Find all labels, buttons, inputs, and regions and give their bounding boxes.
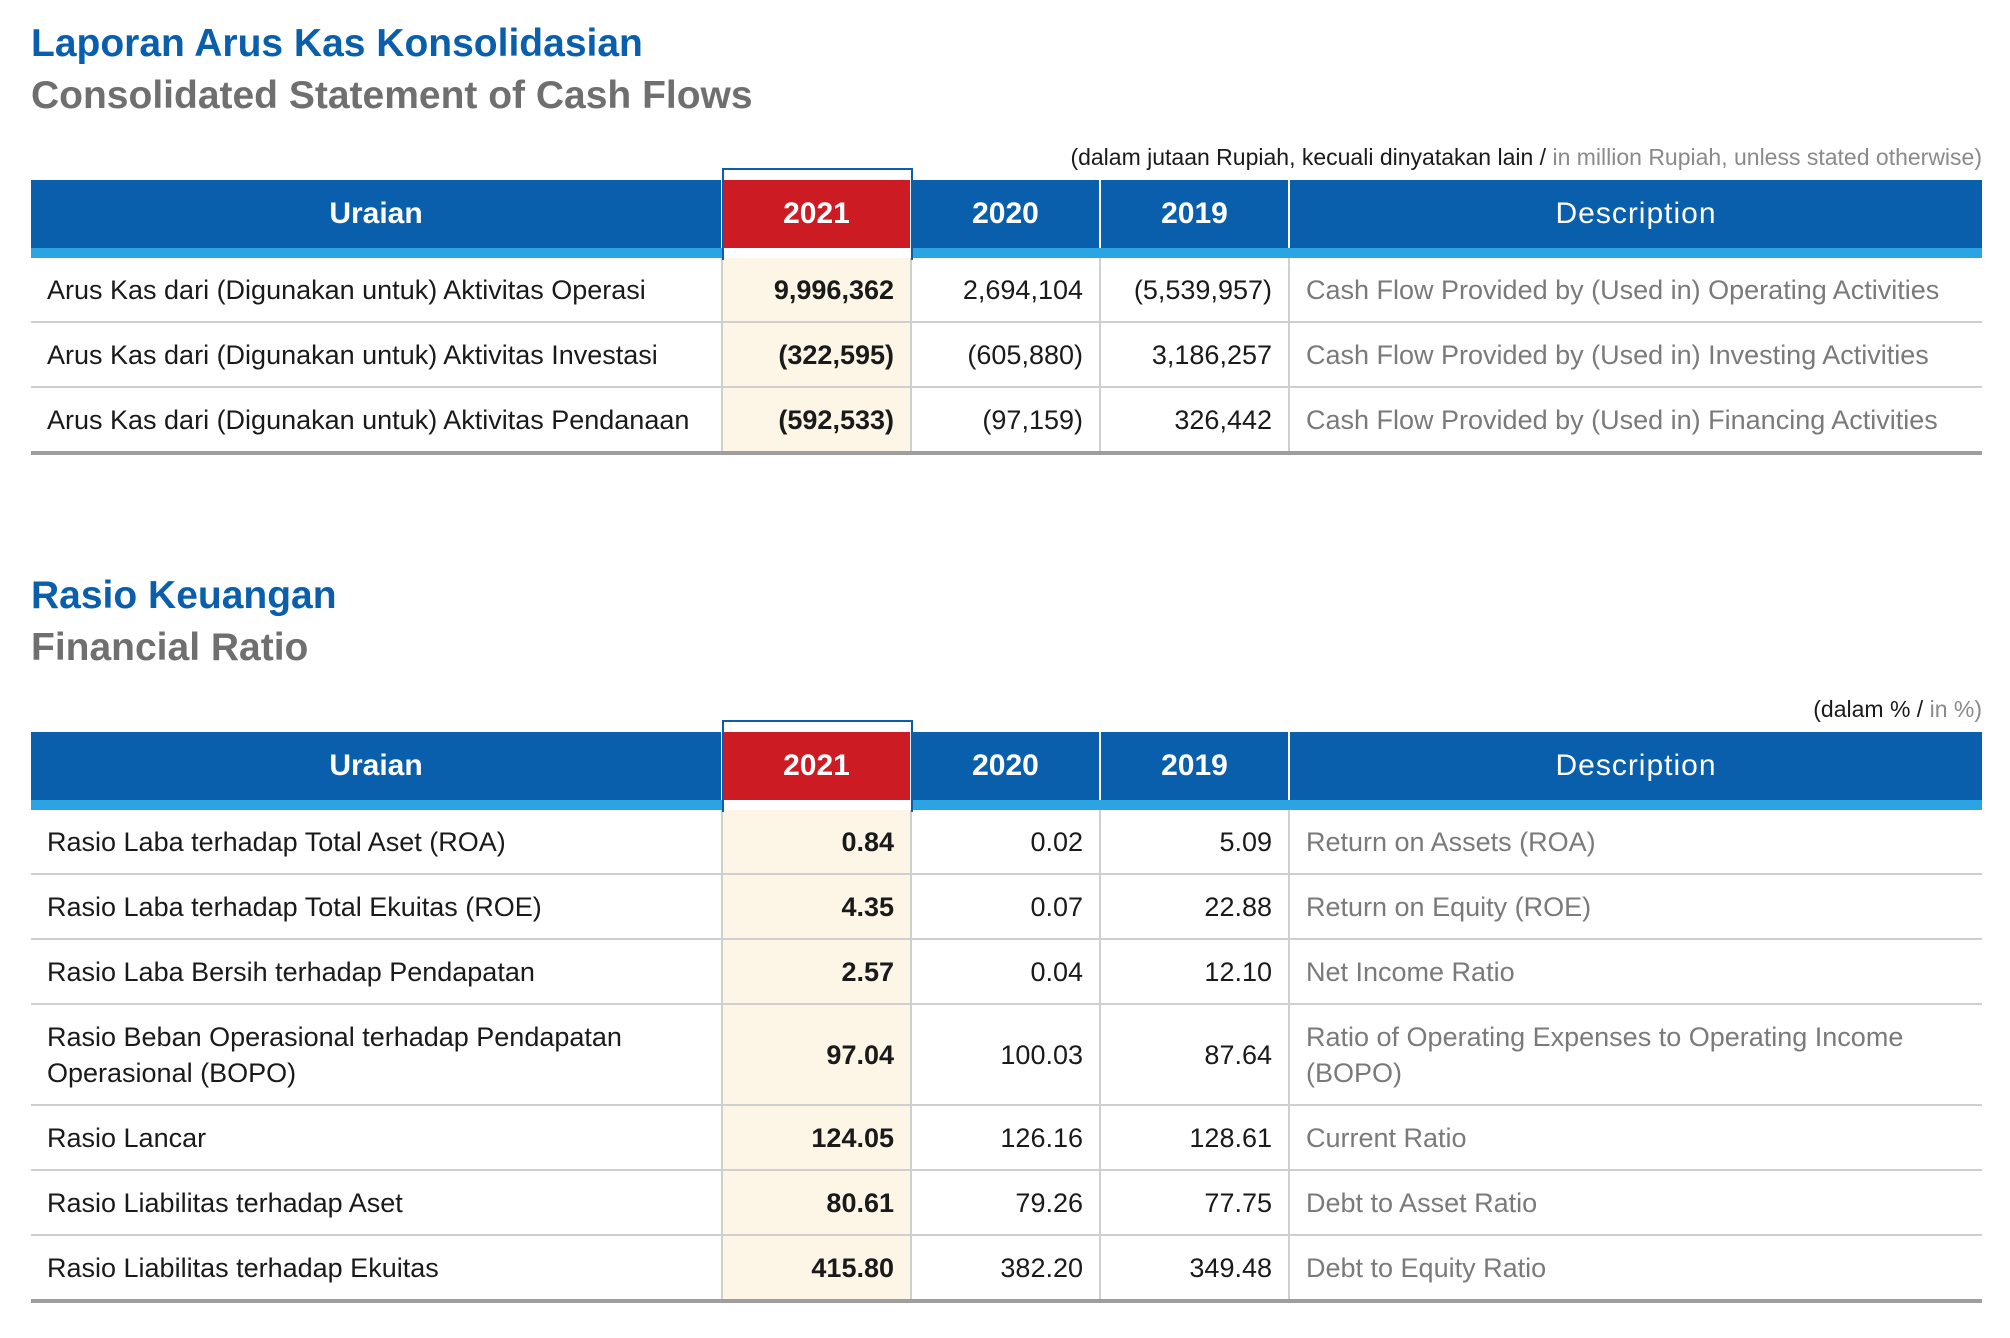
cell-uraian: Rasio Liabilitas terhadap Aset xyxy=(31,1170,722,1236)
table-row: Rasio Beban Operasional terhadap Pendapa… xyxy=(31,1004,1982,1106)
cell-description: Cash Flow Provided by (Used in) Operatin… xyxy=(1288,253,1982,323)
unit-note-en: in %) xyxy=(1929,696,1982,722)
cell-2020: 2,694,104 xyxy=(910,253,1100,323)
cell-2019: 3,186,257 xyxy=(1099,322,1289,388)
header-uraian: Uraian xyxy=(31,180,722,258)
cell-description: Debt to Asset Ratio xyxy=(1288,1170,1982,1236)
cell-description: Ratio of Operating Expenses to Operating… xyxy=(1288,1004,1982,1106)
cell-2020: 0.07 xyxy=(910,874,1100,940)
cell-2021: 9,996,362 xyxy=(721,253,911,323)
cell-description: Cash Flow Provided by (Used in) Financin… xyxy=(1288,387,1982,455)
cash-flow-section: Laporan Arus Kas Konsolidasian Consolida… xyxy=(31,18,1982,455)
table-row: Rasio Lancar 124.05 126.16 128.61 Curren… xyxy=(31,1105,1982,1171)
cell-2021: 2.57 xyxy=(721,939,911,1005)
cash-flow-table-wrap: Uraian 2021 2020 2019 Description Arus K… xyxy=(31,168,1982,455)
cell-2020: 100.03 xyxy=(910,1004,1100,1106)
financial-ratio-section: Rasio Keuangan Financial Ratio (dalam % … xyxy=(31,570,1982,1303)
cell-2020: (97,159) xyxy=(910,387,1100,455)
table-row: Rasio Laba Bersih terhadap Pendapatan 2.… xyxy=(31,939,1982,1005)
cell-2020: 79.26 xyxy=(910,1170,1100,1236)
cell-2019: (5,539,957) xyxy=(1099,253,1289,323)
cell-2021: 0.84 xyxy=(721,805,911,875)
cash-flow-unit-note: (dalam jutaan Rupiah, kecuali dinyatakan… xyxy=(31,142,1982,172)
cell-uraian: Rasio Laba terhadap Total Ekuitas (ROE) xyxy=(31,874,722,940)
cell-description: Return on Equity (ROE) xyxy=(1288,874,1982,940)
table-row: Rasio Laba terhadap Total Aset (ROA) 0.8… xyxy=(31,805,1982,875)
table-row: Rasio Laba terhadap Total Ekuitas (ROE) … xyxy=(31,874,1982,940)
cash-flow-table: Uraian 2021 2020 2019 Description Arus K… xyxy=(31,180,1982,455)
table-header-row: Uraian 2021 2020 2019 Description xyxy=(31,732,1982,810)
header-2020: 2020 xyxy=(910,180,1100,258)
cell-uraian: Rasio Laba Bersih terhadap Pendapatan xyxy=(31,939,722,1005)
table-row: Rasio Liabilitas terhadap Ekuitas 415.80… xyxy=(31,1235,1982,1303)
header-2021: 2021 xyxy=(721,180,911,258)
unit-note-id: (dalam jutaan Rupiah, kecuali dinyatakan… xyxy=(1070,144,1547,170)
cell-2020: 0.02 xyxy=(910,805,1100,875)
cell-2020: 126.16 xyxy=(910,1105,1100,1171)
header-description: Description xyxy=(1288,732,1982,810)
cell-2021: 415.80 xyxy=(721,1235,911,1303)
cell-uraian: Arus Kas dari (Digunakan untuk) Aktivita… xyxy=(31,322,722,388)
unit-note-id: (dalam % / xyxy=(1813,696,1924,722)
cell-2021: 124.05 xyxy=(721,1105,911,1171)
cell-2019: 77.75 xyxy=(1099,1170,1289,1236)
cell-2021: (322,595) xyxy=(721,322,911,388)
unit-note-en: in million Rupiah, unless stated otherwi… xyxy=(1552,144,1982,170)
cell-description: Return on Assets (ROA) xyxy=(1288,805,1982,875)
table-row: Arus Kas dari (Digunakan untuk) Aktivita… xyxy=(31,322,1982,388)
cell-2019: 326,442 xyxy=(1099,387,1289,455)
cell-2020: (605,880) xyxy=(910,322,1100,388)
cell-2019: 128.61 xyxy=(1099,1105,1289,1171)
cell-uraian: Arus Kas dari (Digunakan untuk) Aktivita… xyxy=(31,253,722,323)
cell-uraian: Arus Kas dari (Digunakan untuk) Aktivita… xyxy=(31,387,722,455)
cell-2019: 5.09 xyxy=(1099,805,1289,875)
cell-2021: 97.04 xyxy=(721,1004,911,1106)
cell-2019: 22.88 xyxy=(1099,874,1289,940)
cell-uraian: Rasio Liabilitas terhadap Ekuitas xyxy=(31,1235,722,1303)
header-2021: 2021 xyxy=(721,732,911,810)
ratio-title-en: Financial Ratio xyxy=(31,626,309,669)
cell-2019: 87.64 xyxy=(1099,1004,1289,1106)
ratio-unit-note: (dalam % / in %) xyxy=(31,694,1982,724)
cell-description: Current Ratio xyxy=(1288,1105,1982,1171)
cell-2021: 80.61 xyxy=(721,1170,911,1236)
ratio-table-wrap: Uraian 2021 2020 2019 Description Rasio … xyxy=(31,720,1982,1303)
cell-2020: 0.04 xyxy=(910,939,1100,1005)
table-row: Arus Kas dari (Digunakan untuk) Aktivita… xyxy=(31,253,1982,323)
table-header-row: Uraian 2021 2020 2019 Description xyxy=(31,180,1982,258)
cell-2020: 382.20 xyxy=(910,1235,1100,1303)
cell-2021: (592,533) xyxy=(721,387,911,455)
ratio-title-id: Rasio Keuangan xyxy=(31,574,337,617)
table-row: Rasio Liabilitas terhadap Aset 80.61 79.… xyxy=(31,1170,1982,1236)
cash-flow-title-en: Consolidated Statement of Cash Flows xyxy=(31,74,753,117)
header-description: Description xyxy=(1288,180,1982,258)
header-2020: 2020 xyxy=(910,732,1100,810)
cell-uraian: Rasio Beban Operasional terhadap Pendapa… xyxy=(31,1004,722,1106)
cell-description: Net Income Ratio xyxy=(1288,939,1982,1005)
cash-flow-title-id: Laporan Arus Kas Konsolidasian xyxy=(31,22,643,65)
ratio-table: Uraian 2021 2020 2019 Description Rasio … xyxy=(31,732,1982,1303)
cell-2019: 12.10 xyxy=(1099,939,1289,1005)
table-row: Arus Kas dari (Digunakan untuk) Aktivita… xyxy=(31,387,1982,455)
cell-2021: 4.35 xyxy=(721,874,911,940)
cell-description: Debt to Equity Ratio xyxy=(1288,1235,1982,1303)
cell-description: Cash Flow Provided by (Used in) Investin… xyxy=(1288,322,1982,388)
cell-2019: 349.48 xyxy=(1099,1235,1289,1303)
cell-uraian: Rasio Laba terhadap Total Aset (ROA) xyxy=(31,805,722,875)
header-uraian: Uraian xyxy=(31,732,722,810)
header-2019: 2019 xyxy=(1099,732,1289,810)
cell-uraian: Rasio Lancar xyxy=(31,1105,722,1171)
header-2019: 2019 xyxy=(1099,180,1289,258)
